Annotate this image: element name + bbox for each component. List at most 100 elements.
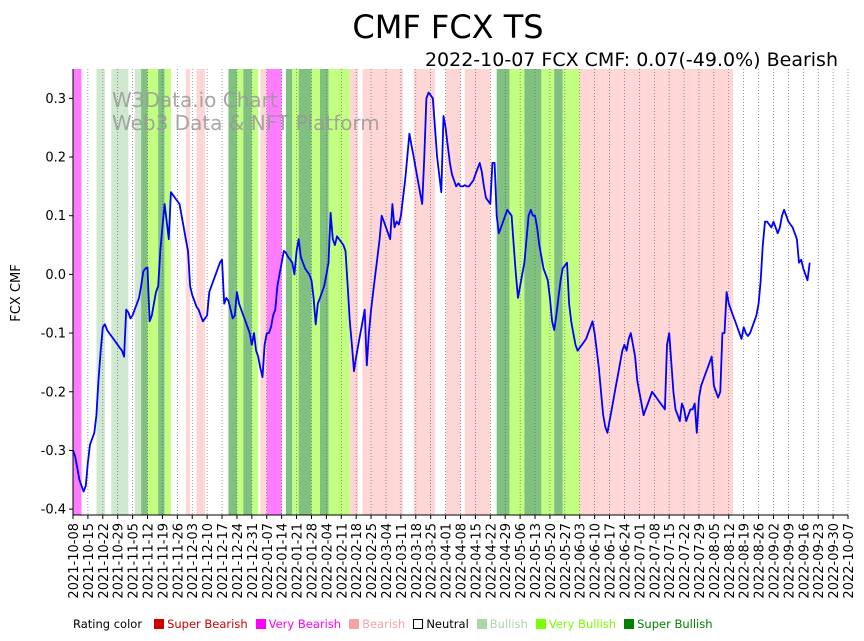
legend-item-bullish: Bullish: [476, 617, 528, 631]
band-bearish: [371, 69, 397, 515]
x-tick-label: 2022-08-05: [708, 523, 723, 599]
band-bearish: [185, 69, 191, 515]
y-tick-label: 0.1: [45, 209, 66, 224]
x-tick-label: 2022-03-04: [380, 523, 395, 599]
watermark-line-1: W3Data.io Chart: [112, 88, 278, 112]
x-tick-label: 2022-09-23: [812, 523, 827, 599]
x-tick-label: 2022-01-28: [305, 523, 320, 599]
x-tick-label: 2022-03-11: [395, 523, 410, 599]
y-tick-label: 0.2: [45, 151, 66, 166]
x-tick-label: 2022-04-15: [469, 523, 484, 599]
band-super-bullish: [158, 69, 165, 515]
legend-swatch: [349, 619, 360, 629]
y-ticks: -0.4 -0.3 -0.2 -0.1 0.0 0.1 0.2 0.3: [41, 92, 73, 518]
y-tick-label: -0.4: [41, 503, 66, 518]
x-tick-label: 2021-11-05: [127, 523, 142, 599]
x-tick-label: 2022-09-30: [827, 523, 842, 599]
y-tick-label: 0.0: [45, 268, 66, 283]
band-very-bullish: [147, 69, 159, 515]
x-ticks: 2021-10-08 2021-10-15 2021-10-22 2021-10-29…: [67, 515, 857, 599]
x-tick-label: 2022-04-08: [455, 523, 470, 599]
y-tick-label: -0.3: [41, 444, 66, 459]
band-very-bullish: [328, 69, 338, 515]
x-tick-label: 2021-10-15: [82, 523, 97, 599]
x-tick-label: 2021-11-19: [156, 523, 171, 599]
band-very-bullish: [251, 69, 259, 515]
legend-label: Super Bearish: [167, 617, 248, 631]
x-tick-label: 2022-07-15: [663, 523, 678, 599]
x-tick-label: 2022-03-25: [425, 523, 440, 599]
band-very-bullish: [164, 69, 171, 515]
x-tick-label: 2022-01-21: [291, 523, 306, 599]
band-very-bullish: [562, 69, 580, 515]
legend-label: Super Bullish: [637, 617, 713, 631]
band-bearish: [583, 69, 593, 515]
y-axis-label: FCX CMF: [9, 264, 24, 321]
x-tick-label: 2021-10-08: [67, 523, 82, 599]
band-bearish: [349, 69, 359, 515]
band-super-bullish: [243, 69, 252, 515]
band-bearish: [477, 69, 491, 515]
x-tick-label: 2022-01-07: [261, 523, 276, 599]
band-very-bullish: [292, 69, 299, 515]
x-tick-label: 2022-02-18: [350, 523, 365, 599]
band-super-bullish: [319, 69, 329, 515]
band-bearish: [430, 69, 435, 515]
band-super-bullish: [285, 69, 293, 515]
x-tick-label: 2022-02-11: [335, 523, 350, 599]
x-tick-label: 2022-06-10: [589, 523, 604, 599]
band-super-bullish: [141, 69, 148, 515]
x-tick-label: 2022-09-02: [767, 523, 782, 599]
series-layer: [72, 91, 811, 493]
chart-subtitle: 2022-10-07 FCX CMF: 0.07(-49.0%) Bearish: [425, 49, 838, 71]
x-tick-label: 2022-07-01: [633, 523, 648, 599]
x-tick-label: 2022-04-22: [484, 523, 499, 599]
band-super-bullish: [496, 69, 510, 515]
band-very-bullish: [236, 69, 244, 515]
x-tick-label: 2022-05-20: [544, 523, 559, 599]
x-tick-label: 2022-07-22: [678, 523, 693, 599]
legend-item-bearish: Bearish: [349, 617, 405, 631]
series-line-fcx-cmf: [72, 91, 811, 493]
band-bearish: [196, 69, 206, 515]
x-tick-label: 2022-06-03: [574, 523, 589, 599]
legend-swatch: [535, 619, 546, 629]
band-bearish: [260, 69, 267, 515]
legend-label: Bearish: [362, 617, 406, 631]
band-bearish: [413, 69, 431, 515]
band-super-bullish: [228, 69, 237, 515]
legend-swatch: [255, 619, 266, 629]
x-tick-label: 2021-12-31: [246, 523, 261, 599]
x-tick-label: 2021-12-10: [201, 523, 216, 599]
x-tick-label: 2021-12-17: [216, 523, 231, 599]
band-bearish: [464, 69, 478, 515]
y-tick-label: 0.3: [45, 92, 66, 107]
band-bearish: [622, 69, 631, 515]
x-tick-label: 2022-08-19: [738, 523, 753, 599]
x-tick-label: 2021-11-12: [142, 523, 157, 599]
rating-bands: [73, 69, 734, 515]
legend-item-super-bullish: Super Bullish: [624, 617, 713, 631]
x-tick-label: 2022-07-08: [648, 523, 663, 599]
x-tick-label: 2022-05-06: [514, 523, 529, 599]
band-very-bullish: [541, 69, 555, 515]
legend-item-very-bearish: Very Bearish: [255, 617, 342, 631]
band-bearish: [396, 69, 404, 515]
band-very-bullish: [311, 69, 320, 515]
x-tick-label: 2022-07-29: [693, 523, 708, 599]
band-bearish: [686, 69, 695, 515]
band-super-bullish: [524, 69, 542, 515]
legend-label: Very Bullish: [548, 617, 617, 631]
band-bearish: [703, 69, 716, 515]
legend-item-very-bullish: Very Bullish: [535, 617, 617, 631]
band-bearish: [362, 69, 372, 515]
x-tick-label: 2022-08-26: [753, 523, 768, 599]
x-tick-label: 2022-10-07: [842, 523, 857, 599]
band-bearish: [445, 69, 461, 515]
band-very-bearish: [266, 69, 282, 515]
legend-label: Very Bearish: [268, 617, 342, 631]
y-tick-label: -0.2: [41, 385, 66, 400]
chart-title: CMF FCX TS: [352, 8, 543, 46]
legend-label: Neutral: [426, 617, 469, 631]
